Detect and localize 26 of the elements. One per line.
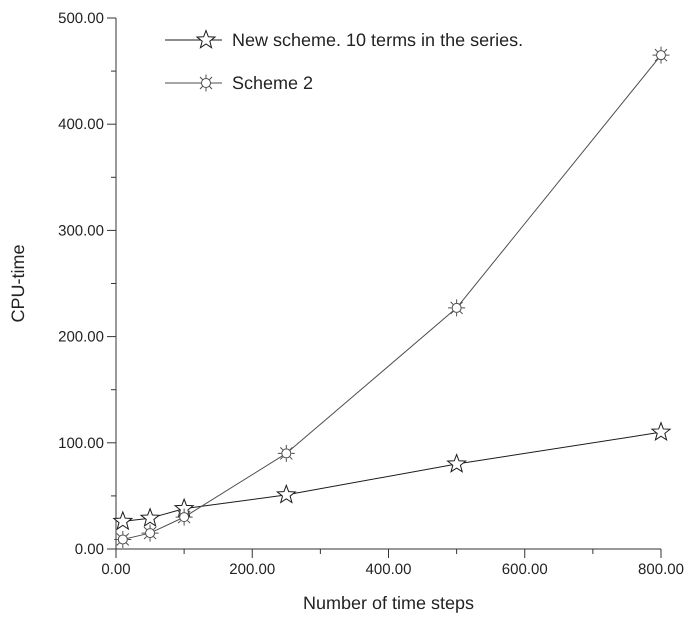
y-tick-label: 300.00 xyxy=(58,222,104,240)
x-tick-label: 200.00 xyxy=(229,561,276,578)
point xyxy=(113,511,132,530)
point xyxy=(140,508,160,526)
y-tick-label: 400.00 xyxy=(58,116,104,134)
point xyxy=(141,524,160,542)
point xyxy=(448,298,466,317)
point xyxy=(175,508,194,526)
x-tick-label: 600.00 xyxy=(502,561,548,578)
point xyxy=(651,422,671,440)
point xyxy=(276,484,296,504)
x-tick-label: 800.00 xyxy=(638,561,684,578)
y-tick-label: 0.00 xyxy=(74,541,104,558)
x-tick-label: 0.00 xyxy=(101,561,131,578)
x-tick-label: 400.00 xyxy=(366,561,412,578)
point xyxy=(652,46,670,64)
point xyxy=(447,454,466,472)
y-tick-label: 100.00 xyxy=(58,434,104,452)
x-axis-title: Number of time steps xyxy=(302,593,474,613)
point xyxy=(114,530,132,548)
legend-label: New scheme. 10 terms in the series. xyxy=(232,30,524,50)
y-tick-label: 200.00 xyxy=(58,328,104,346)
y-tick-label: 500.00 xyxy=(58,10,104,27)
point xyxy=(277,444,296,462)
legend-label: Scheme 2 xyxy=(232,73,314,93)
y-axis-title: CPU-time xyxy=(8,244,28,323)
